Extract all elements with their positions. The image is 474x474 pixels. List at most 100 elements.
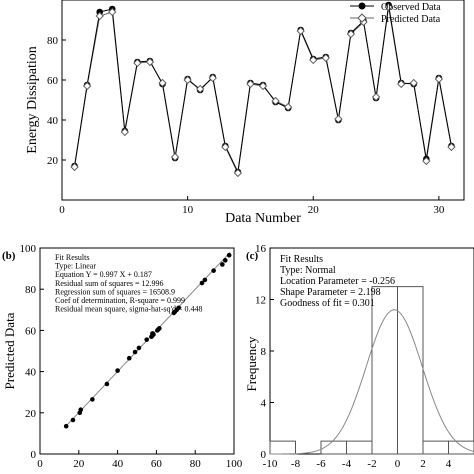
panel-c-label: (c) (246, 250, 259, 262)
scatter-point (126, 355, 132, 361)
predicted-point (397, 79, 406, 89)
predicted-point (183, 75, 192, 85)
scatter-point (202, 277, 208, 283)
fit-result-line: Shape Parameter = 2.198 (280, 287, 381, 298)
histogram-bar (397, 286, 424, 455)
predicted-point (145, 57, 155, 67)
predicted-point (434, 74, 444, 84)
panel-a-markers (70, 1, 456, 178)
x-tick-label: -4 (342, 458, 352, 470)
x-tick-label: 80 (190, 458, 202, 470)
predicted-point (384, 2, 393, 12)
scatter-point (115, 368, 120, 373)
fit-result-line: Fit Results (55, 253, 89, 262)
x-tick-label: 10 (182, 204, 194, 216)
x-tick-label: 20 (308, 204, 320, 216)
y-tick-label: 80 (25, 284, 37, 296)
y-tick-label: 12 (255, 295, 266, 307)
fit-result-line: Residual sum of squares = 12.996 (55, 279, 164, 288)
predicted-point (133, 58, 142, 68)
legend-label-predicted: Predicted Data (381, 14, 441, 25)
panel-b: (b) 0 20 40 60 80 100 0 20 40 60 80 100 Fit Results… (2, 243, 243, 470)
predicted-point (246, 79, 255, 89)
y-tick-label: 60 (47, 75, 59, 87)
predicted-point (158, 78, 167, 88)
predicted-point (258, 81, 268, 91)
y-tick-label: 16 (255, 243, 267, 255)
fit-result-line: Equation Y = 0.997 X + 0.187 (55, 270, 152, 279)
x-tick-label: 0 (37, 458, 43, 470)
scatter-point (144, 337, 149, 342)
scatter-point (157, 326, 162, 331)
panel-c-normal-curve (270, 309, 474, 455)
x-tick-label: -2 (367, 458, 376, 470)
panel-b-plot-frame (39, 247, 235, 455)
panel-c-ticks: -10 -8 -6 -4 -2 0 2 4 0 4 8 12 16 (255, 243, 452, 470)
scatter-point (63, 423, 69, 429)
predicted-point (82, 81, 92, 91)
histogram-bar (448, 440, 474, 455)
predicted-point (170, 152, 180, 162)
y-tick-label: 40 (25, 367, 37, 379)
scatter-point (226, 252, 232, 258)
panel-a-ticks: 0 10 20 30 20 40 60 80 (47, 35, 445, 216)
predicted-point (422, 156, 431, 166)
predicted-point (108, 7, 117, 17)
y-tick-label: 4 (261, 398, 267, 410)
panel-a-ylabel: Energy Dissipation (25, 46, 40, 153)
legend-label-observed: Observed Data (381, 2, 441, 13)
fit-result-line: Type: Normal (280, 265, 336, 276)
x-tick-label: 20 (73, 458, 85, 470)
fit-result-line: Fit Results (280, 254, 323, 265)
fit-result-line: Coef of determination, R-square = 0.999 (55, 296, 185, 305)
predicted-point (321, 53, 330, 63)
scatter-point (211, 268, 216, 273)
x-tick-label: -10 (263, 458, 278, 470)
scatter-point (90, 397, 95, 402)
histogram-bar (371, 286, 398, 455)
panel-c: (c) -10 -8 -6 -4 -2 0 2 4 0 4 8 12 16 Fit ResultsTyp… (244, 243, 474, 470)
y-tick-label: 60 (25, 325, 37, 337)
histogram-bar (269, 440, 296, 455)
fit-result-line: Regression sum of squares = 16508.9 (55, 287, 175, 296)
scatter-point (132, 349, 138, 355)
x-tick-label: -8 (291, 458, 301, 470)
x-tick-label: 30 (433, 204, 445, 216)
predicted-point (120, 127, 129, 137)
scatter-point (151, 332, 156, 337)
x-tick-label: -6 (316, 458, 326, 470)
predicted-point (283, 102, 293, 112)
y-tick-label: 0 (261, 449, 267, 461)
panel-b-label: (b) (2, 250, 16, 262)
predicted-point (334, 114, 343, 124)
panel-b-ylabel: Predicted Data (2, 312, 17, 389)
panel-c-ylabel: Frequency (244, 336, 259, 391)
y-tick-label: 0 (31, 449, 37, 461)
y-tick-label: 20 (47, 155, 59, 167)
predicted-point (221, 142, 230, 152)
scatter-point (136, 345, 142, 351)
scatter-point (78, 407, 84, 413)
fit-result-line: Goodness of fit = 0.301 (280, 298, 375, 309)
legend-marker-predicted (357, 13, 367, 23)
predicted-point (371, 92, 381, 102)
y-tick-label: 80 (47, 35, 59, 47)
y-tick-label: 40 (47, 115, 59, 127)
x-tick-label: 60 (151, 458, 163, 470)
scatter-point (199, 280, 205, 286)
predicted-point (447, 142, 456, 152)
predicted-point (233, 168, 243, 178)
predicted-point (409, 78, 418, 88)
predicted-point (309, 55, 318, 65)
x-tick-label: 4 (446, 458, 452, 470)
scatter-point (222, 258, 228, 263)
predicted-point (271, 96, 280, 106)
x-tick-label: 2 (420, 458, 426, 470)
predicted-point (208, 73, 217, 83)
scatter-point (176, 305, 182, 311)
x-tick-label: 40 (112, 458, 124, 470)
y-tick-label: 20 (25, 408, 37, 420)
